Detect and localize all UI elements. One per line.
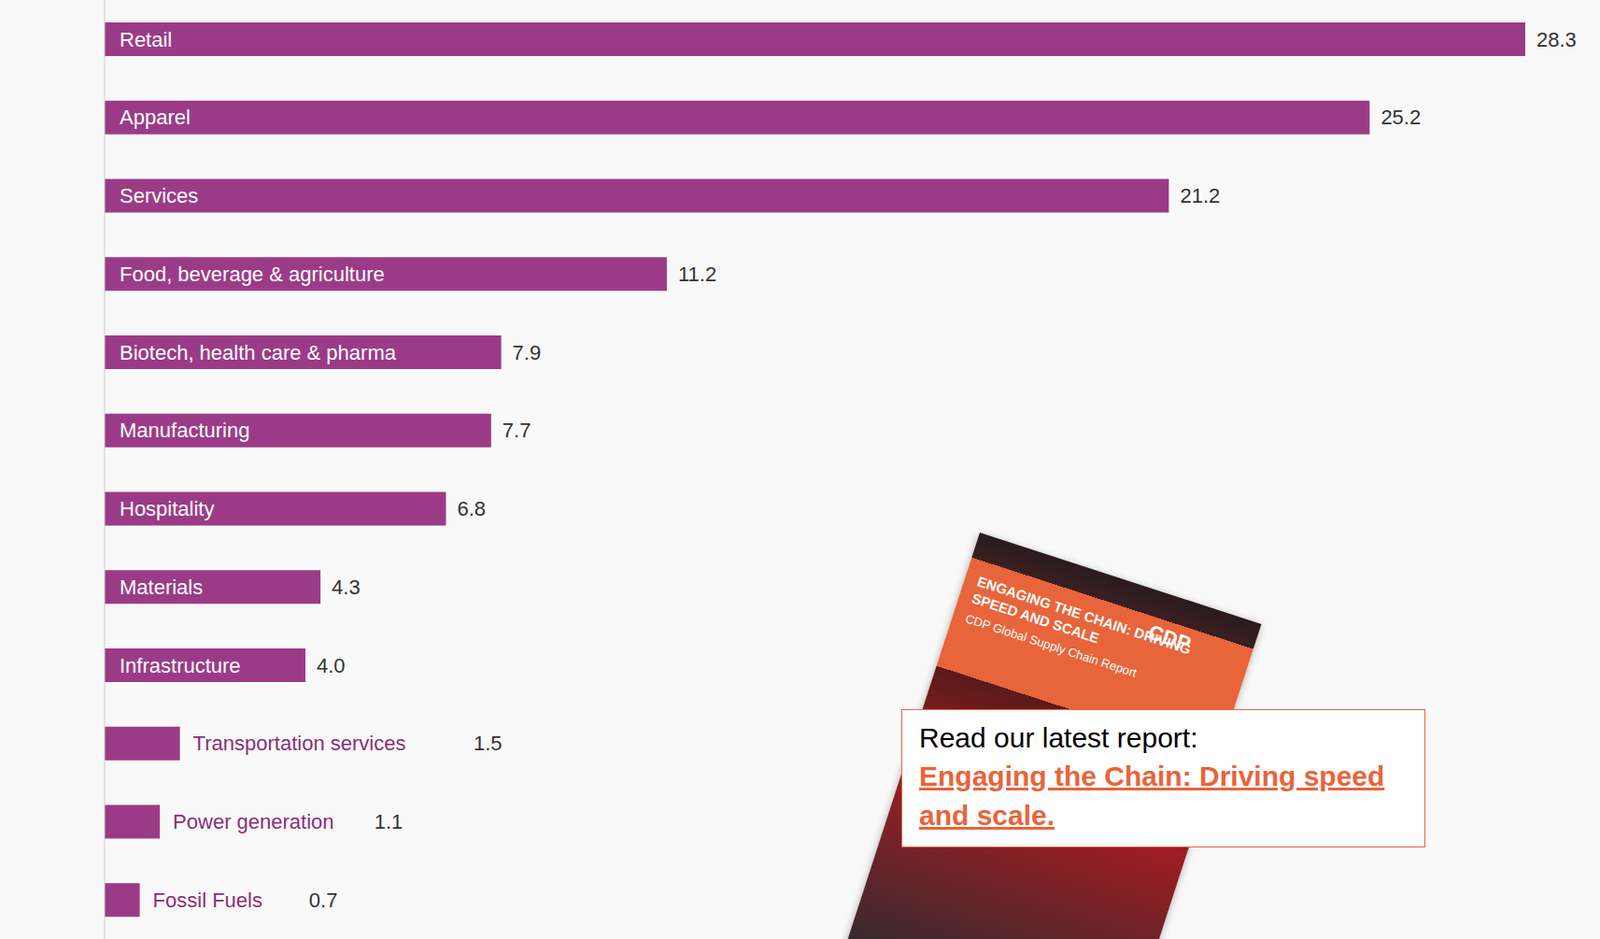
svg-text:21.2: 21.2 [1179,184,1220,208]
svg-text:Power generation: Power generation [172,809,334,834]
svg-text:Retail: Retail [119,28,172,52]
svg-text:Infrastructure: Infrastructure [119,653,241,678]
svg-text:Food, beverage & agriculture: Food, beverage & agriculture [119,262,385,286]
svg-text:25.2: 25.2 [1380,105,1421,129]
svg-text:4.0: 4.0 [316,653,346,678]
html-text:ENGAGING THE CHAIN: DRIVING SP: ENGAGING THE CHAIN: DRIVING SPEED AND SC… [969,572,1193,657]
svg-text:1.5: 1.5 [473,731,503,755]
svg-text:Services: Services [119,184,199,208]
html-text:Engaging the Chain: Driving sp: Engaging the Chain: Driving speed and sc… [919,760,1385,831]
svg-text:1.1: 1.1 [374,809,404,834]
svg-text:Apparel: Apparel [119,105,191,129]
svg-text:Materials: Materials [119,575,203,599]
svg-text:7.7: 7.7 [502,418,532,442]
svg-text:Hospitality: Hospitality [119,496,214,521]
svg-text:28.3: 28.3 [1536,28,1577,52]
svg-text:Fossil Fuels: Fossil Fuels [153,888,263,912]
html-text:CDP Global Supply Chain Report: CDP Global Supply Chain Report [963,611,1139,680]
svg-text:4.3: 4.3 [331,575,361,599]
svg-text:11.2: 11.2 [678,262,717,286]
svg-text:Manufacturing: Manufacturing [119,418,250,442]
svg-text:Biotech, health care & pharma: Biotech, health care & pharma [119,340,397,365]
svg-text:7.9: 7.9 [512,340,542,365]
html-text:Read our latest report:: Read our latest report: [919,722,1198,753]
html-text:CDP: CDP [1145,620,1194,656]
svg-text:6.8: 6.8 [456,496,486,521]
svg-text:0.7: 0.7 [309,888,339,912]
svg-text:Transportation services: Transportation services [193,731,407,755]
